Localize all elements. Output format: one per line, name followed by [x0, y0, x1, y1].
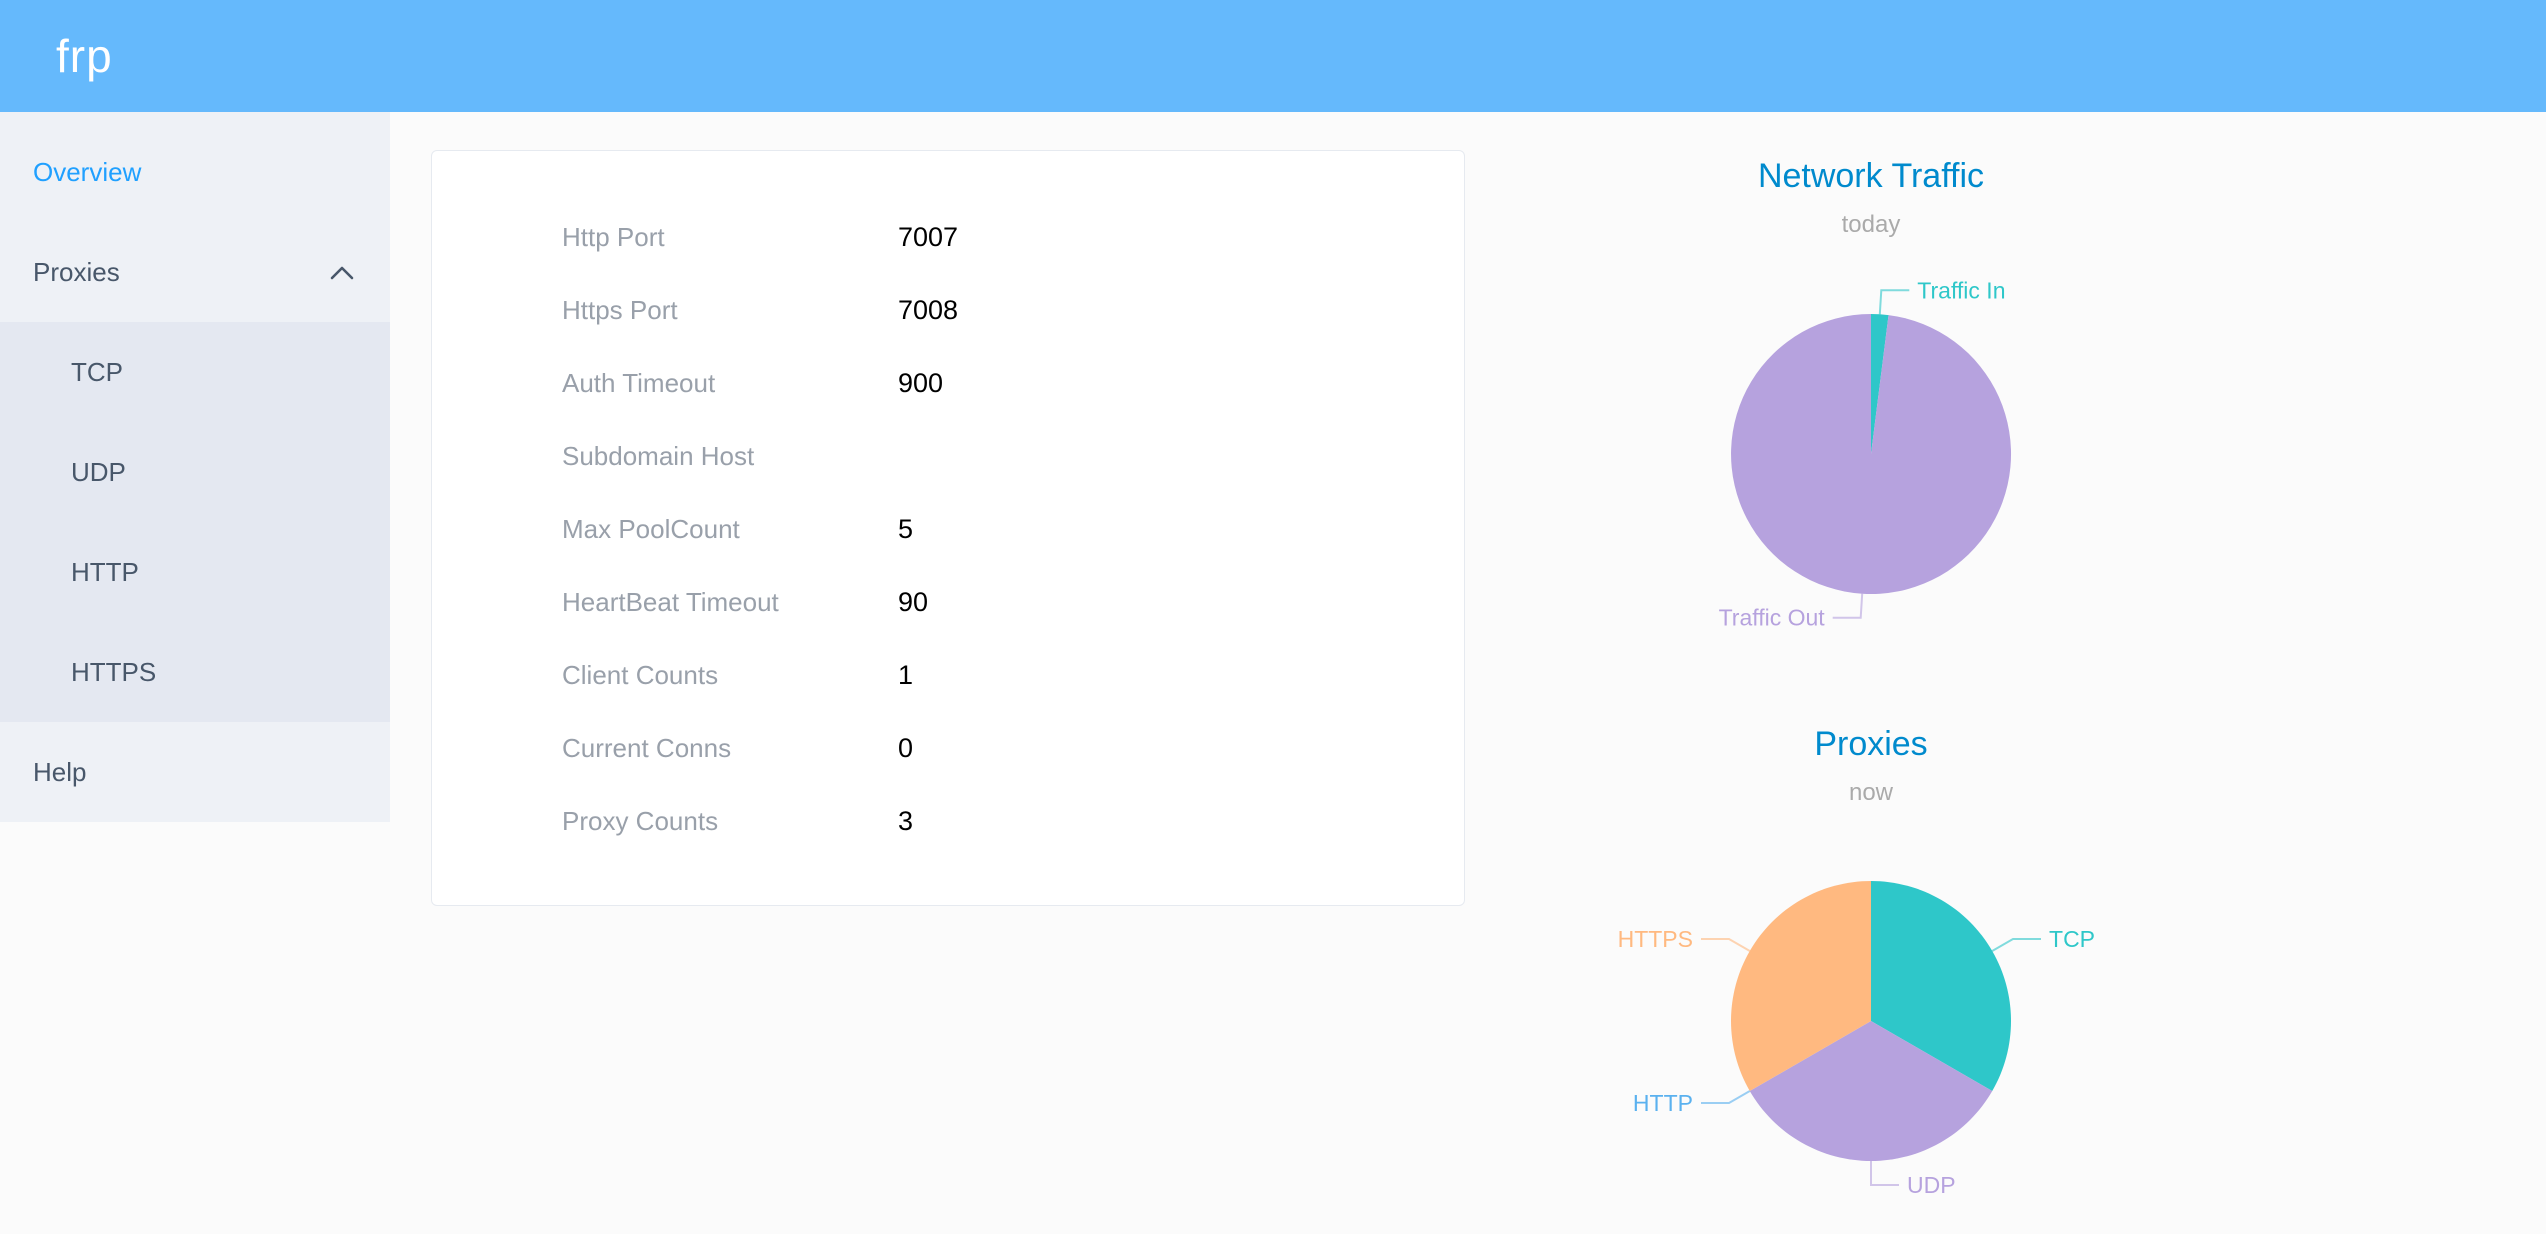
row-value: 7008: [898, 295, 959, 325]
chart-title: Network Traffic: [1757, 157, 1985, 195]
sidebar-item-overview[interactable]: Overview: [33, 156, 142, 187]
row-label: Subdomain Host: [562, 441, 755, 471]
row-label: Proxy Counts: [562, 806, 719, 836]
row-value: 900: [898, 368, 944, 398]
proxies-pie: TCP UDP HTTP HTTPS: [1618, 881, 2095, 1198]
table-row: Current Conns 0: [562, 712, 1464, 785]
pie-slice-traffic-out[interactable]: [1731, 314, 2012, 594]
pie-label: UDP: [1907, 1172, 1956, 1198]
row-value: 3: [898, 806, 914, 836]
pie-label-line: [1832, 593, 1864, 619]
network-traffic-pie: Traffic In Traffic Out: [1719, 277, 2012, 631]
row-label: Max PoolCount: [562, 514, 740, 544]
sidebar-item-help[interactable]: Help: [33, 756, 87, 787]
table-row: Subdomain Host: [562, 420, 1464, 493]
row-label: Http Port: [562, 222, 665, 252]
chart-title: Proxies: [1814, 725, 1928, 763]
row-label: Https Port: [562, 295, 678, 325]
pie-label-line: [1701, 1090, 1751, 1104]
app-logo: frp: [56, 30, 113, 82]
table-row: Https Port 7008: [562, 274, 1464, 347]
pie-label: HTTPS: [1618, 926, 1693, 952]
row-label: HeartBeat Timeout: [562, 587, 779, 617]
sidebar-item-proxies[interactable]: Proxies: [0, 222, 390, 322]
pie-label: TCP: [2049, 926, 2095, 952]
pie-label: Traffic In: [1917, 277, 2005, 303]
table-row: Proxy Counts 3: [562, 785, 1464, 858]
network-traffic-chart: Traffic In Traffic Out Network Traffic to…: [1546, 150, 2196, 670]
pie-label: Traffic Out: [1719, 605, 1826, 631]
pie-label: HTTP: [1633, 1090, 1693, 1116]
pie-label-line: [1870, 1161, 1899, 1186]
row-value: 90: [898, 587, 929, 617]
pie-slice-udp[interactable]: [1749, 1021, 1993, 1161]
chart-subtitle: today: [1841, 211, 1901, 238]
chevron-up-icon: [330, 257, 354, 288]
sidebar-item-tcp[interactable]: TCP: [71, 356, 123, 387]
sidebar-item-http[interactable]: HTTP: [71, 556, 139, 587]
table-row: Max PoolCount 5: [562, 493, 1464, 566]
app-header: frp: [0, 0, 2546, 112]
row-label: Client Counts: [562, 660, 719, 690]
table-row: Http Port 7007: [562, 201, 1464, 274]
row-value: 1: [898, 660, 914, 690]
pie-label-line: [1878, 289, 1910, 315]
row-label: Current Conns: [562, 733, 732, 763]
sidebar-item-proxies-label: Proxies: [33, 256, 120, 287]
table-row: Client Counts 1: [562, 639, 1464, 712]
pie-slice-traffic-in[interactable]: [1871, 314, 1889, 454]
sidebar-item-udp[interactable]: UDP: [71, 456, 126, 487]
row-value: 0: [898, 733, 914, 763]
chart-subtitle: now: [1848, 779, 1894, 806]
pie-slice-tcp[interactable]: [1871, 881, 2011, 1091]
table-row: HeartBeat Timeout 90: [562, 566, 1464, 639]
pie-label-line: [1701, 938, 1751, 952]
table-row: Auth Timeout 900: [562, 347, 1464, 420]
sidebar-item-https[interactable]: HTTPS: [71, 656, 157, 687]
pie-label-line: [1991, 938, 2041, 952]
sidebar: Overview Proxies TCP UDP HTTP HTTPS Help: [0, 112, 390, 822]
pie-slice-https[interactable]: [1731, 881, 1871, 1091]
row-value: 5: [898, 514, 914, 544]
row-value: 7007: [898, 222, 959, 252]
proxies-submenu: TCP UDP HTTP HTTPS: [0, 322, 390, 722]
server-info-card: Http Port 7007 Https Port 7008 Auth Time…: [431, 150, 1465, 906]
row-label: Auth Timeout: [562, 368, 716, 398]
proxies-chart: TCP UDP HTTP HTTPS Proxies now: [1546, 718, 2196, 1234]
